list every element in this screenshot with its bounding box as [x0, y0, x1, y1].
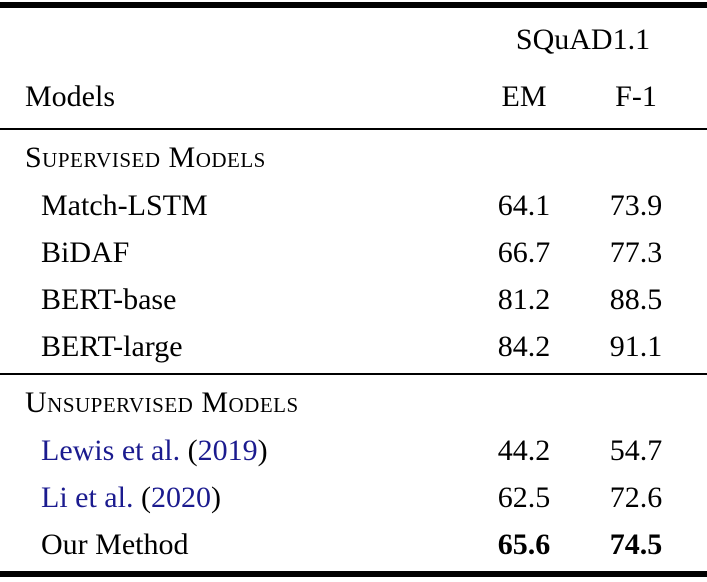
- em-value: 62.5: [497, 480, 551, 514]
- table-row: Our Method 65.6 74.5: [0, 521, 707, 568]
- em-value: 65.6: [497, 527, 551, 561]
- section-header-row: Unsupervised Models: [0, 378, 707, 427]
- em-value: 66.7: [497, 235, 551, 269]
- model-name: Lewis et al. (2019): [0, 434, 471, 468]
- group-header-row: SQuAD1.1: [0, 8, 707, 72]
- f1-value: 91.1: [609, 329, 663, 363]
- table-row: BiDAF 66.7 77.3: [0, 229, 707, 276]
- em-value: 64.1: [497, 188, 551, 222]
- paren-close: ): [257, 433, 268, 467]
- table-row: Lewis et al. (2019) 44.2 54.7: [0, 427, 707, 474]
- model-name: Our Method: [41, 527, 189, 561]
- column-header-models: Models: [25, 80, 115, 113]
- em-value: 84.2: [497, 329, 551, 363]
- column-header-em: EM: [501, 80, 547, 113]
- paren-close: ): [210, 480, 221, 514]
- table-row: BERT-large 84.2 91.1: [0, 323, 707, 370]
- table-row: Match-LSTM 64.1 73.9: [0, 182, 707, 229]
- model-name: Li et al. (2020): [0, 481, 471, 515]
- unsupervised-section: Unsupervised Models Lewis et al. (2019) …: [0, 375, 707, 571]
- em-value: 44.2: [497, 433, 551, 467]
- citation-year-link-lewis[interactable]: 2019: [197, 433, 258, 467]
- model-name: BERT-base: [41, 282, 177, 316]
- section-header-row: Supervised Models: [0, 133, 707, 182]
- f1-value: 73.9: [609, 188, 663, 222]
- table-row: BERT-base 81.2 88.5: [0, 276, 707, 323]
- supervised-section: Supervised Models Match-LSTM 64.1 73.9 B…: [0, 130, 707, 373]
- header-rule: [0, 128, 707, 130]
- paren-open: (: [180, 433, 198, 467]
- table-row: Li et al. (2020) 62.5 72.6: [0, 474, 707, 521]
- f1-value: 72.6: [609, 480, 663, 514]
- f1-value: 88.5: [609, 282, 663, 316]
- citation-author-link-lewis[interactable]: Lewis et al.: [41, 433, 181, 467]
- section-divider-rule: [0, 373, 707, 375]
- citation-year-link-li[interactable]: 2020: [150, 480, 211, 514]
- column-header-row: Models EM F-1: [0, 72, 707, 128]
- section-title-supervised: Supervised Models: [25, 140, 266, 174]
- model-name: Match-LSTM: [41, 188, 208, 222]
- citation-author-link-li[interactable]: Li et al.: [41, 480, 134, 514]
- column-header-f1: F-1: [615, 80, 657, 113]
- model-name: BERT-large: [41, 329, 183, 363]
- dataset-group-header: SQuAD1.1: [515, 23, 651, 56]
- top-rule: [0, 2, 707, 8]
- f1-value: 74.5: [609, 527, 663, 561]
- em-value: 81.2: [497, 282, 551, 316]
- paren-open: (: [133, 480, 151, 514]
- f1-value: 77.3: [609, 235, 663, 269]
- f1-value: 54.7: [609, 433, 663, 467]
- bottom-rule: [0, 571, 707, 577]
- section-title-unsupervised: Unsupervised Models: [25, 385, 299, 419]
- model-name: BiDAF: [41, 235, 130, 269]
